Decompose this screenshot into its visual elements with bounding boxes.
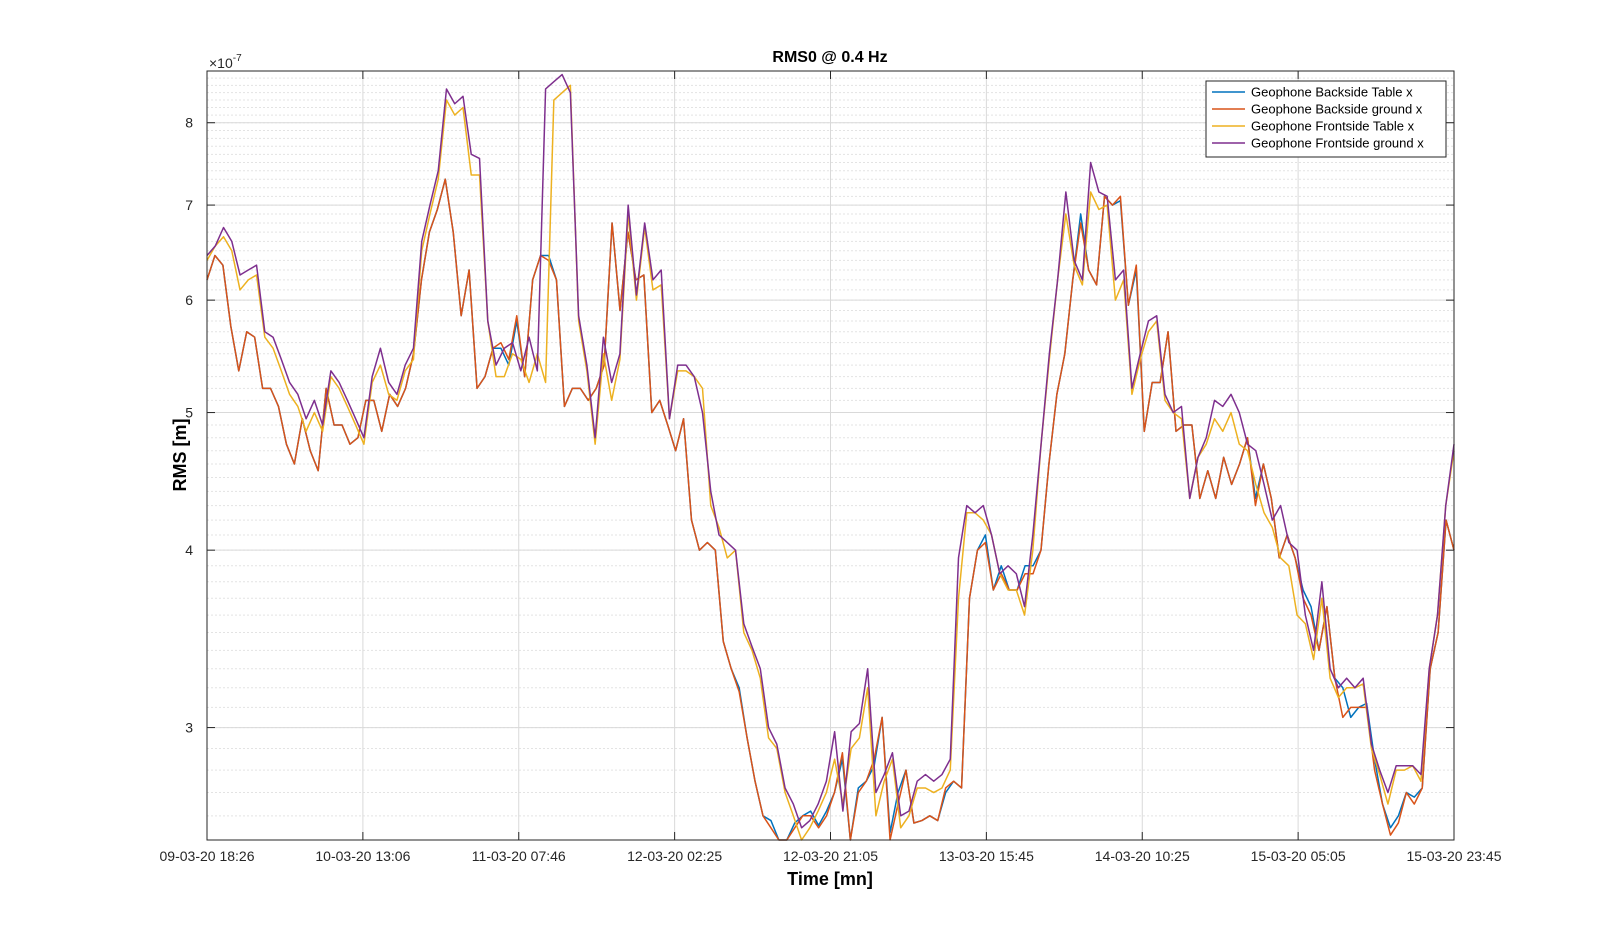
series-line (206, 73, 1455, 829)
y-tick-label: 4 (185, 542, 193, 558)
series-lines (206, 73, 1455, 841)
y-axis-label: RMS [m] (170, 419, 190, 492)
x-tick-label: 12-03-20 21:05 (783, 848, 878, 864)
y-tick-label: 8 (185, 115, 193, 131)
legend-label: Geophone Frontside ground x (1251, 136, 1424, 151)
x-tick-label: 11-03-20 07:46 (472, 848, 566, 864)
legend-box (1205, 80, 1447, 158)
x-tick-label: 15-03-20 23:45 (1407, 848, 1502, 864)
y-tick-label: 3 (185, 720, 193, 736)
x-tick-label: 09-03-20 18:26 (160, 848, 255, 864)
chart-title: RMS0 @ 0.4 Hz (772, 49, 887, 66)
x-tick-label: 15-03-20 05:05 (1251, 848, 1346, 864)
legend-label: Geophone Frontside Table x (1251, 119, 1415, 134)
y-tick-label: 7 (185, 197, 193, 213)
x-tick-label: 14-03-20 10:25 (1095, 848, 1190, 864)
legend-label: Geophone Backside ground x (1251, 102, 1423, 117)
legend-label: Geophone Backside Table x (1251, 85, 1413, 100)
y-tick-label: 5 (185, 405, 193, 421)
x-tick-labels: 09-03-20 18:26 10-03-20 13:06 11-03-20 07:… (160, 848, 1502, 864)
x-tick-label: 13-03-20 15:45 (939, 848, 1034, 864)
x-axis-label: Time [mn] (787, 869, 873, 889)
legend: Geophone Backside Table x Geophone Backsi… (1205, 80, 1447, 158)
y-tick-label: 6 (185, 292, 193, 308)
x-tick-label: 10-03-20 13:06 (315, 848, 410, 864)
series-line (206, 84, 1455, 841)
tick-marks (206, 71, 1455, 840)
y-exponent-label: ×10-7 (209, 53, 242, 71)
x-tick-label: 12-03-20 02:25 (627, 848, 722, 864)
y-tick-labels: 3 4 5 6 7 8 (185, 115, 193, 736)
